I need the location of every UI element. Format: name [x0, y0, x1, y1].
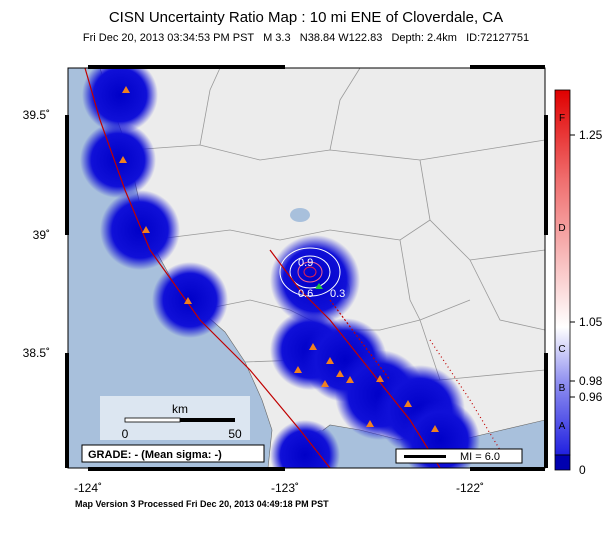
colorbar: F D C B A 1.25 1.05 0.98 0.96 0: [554, 89, 603, 477]
uncertainty-blobs: [80, 68, 480, 468]
scale-label: 0: [122, 427, 129, 441]
contour-label: 0.3: [330, 288, 345, 300]
frame-bars: [65, 65, 548, 471]
grade-box: [81, 444, 265, 463]
epicenter: [315, 283, 323, 289]
lon-label: -122˚: [456, 481, 484, 495]
scale-unit: km: [172, 402, 188, 416]
lon-label: -123˚: [271, 481, 299, 495]
intensity-box: [395, 448, 523, 464]
intensity-bar: [404, 455, 446, 458]
colorbar-tick: 0: [579, 463, 586, 477]
lat-label: 38.5˚: [23, 346, 50, 360]
scale-box: km 0 50: [100, 396, 250, 441]
subtitle: Fri Dec 20, 2013 03:34:53 PM PST M 3.3 N…: [83, 32, 529, 44]
intensity-text: MI = 6.0: [460, 451, 500, 463]
grade-letter: B: [559, 383, 566, 394]
colorbar-tick: 1.05: [579, 315, 603, 329]
colorbar-tick: 1.25: [579, 128, 603, 142]
lake: [290, 208, 310, 222]
lon-label: -124˚: [74, 481, 102, 495]
grade-letter: F: [559, 113, 565, 124]
stations: [119, 86, 439, 432]
scale-label: 50: [228, 427, 242, 441]
map-frame: [67, 67, 546, 469]
colorbar-tick: 0.98: [579, 374, 603, 388]
grade-letter: A: [559, 421, 566, 432]
faults: [84, 68, 501, 468]
grade-letter: D: [558, 223, 565, 234]
title: CISN Uncertainty Ratio Map : 10 mi ENE o…: [109, 9, 503, 26]
grade-letter: C: [558, 344, 565, 355]
contour-label: 0.6: [298, 288, 313, 300]
contours: [279, 247, 341, 297]
contour-label: 0.9: [298, 257, 313, 269]
grade-text: GRADE: - (Mean sigma: -): [88, 449, 222, 461]
lat-label: 39.5˚: [23, 108, 50, 122]
colorbar-tick: 0.96: [579, 390, 603, 404]
lat-label: 39˚: [33, 228, 50, 242]
footer: Map Version 3 Processed Fri Dec 20, 2013…: [75, 499, 329, 509]
